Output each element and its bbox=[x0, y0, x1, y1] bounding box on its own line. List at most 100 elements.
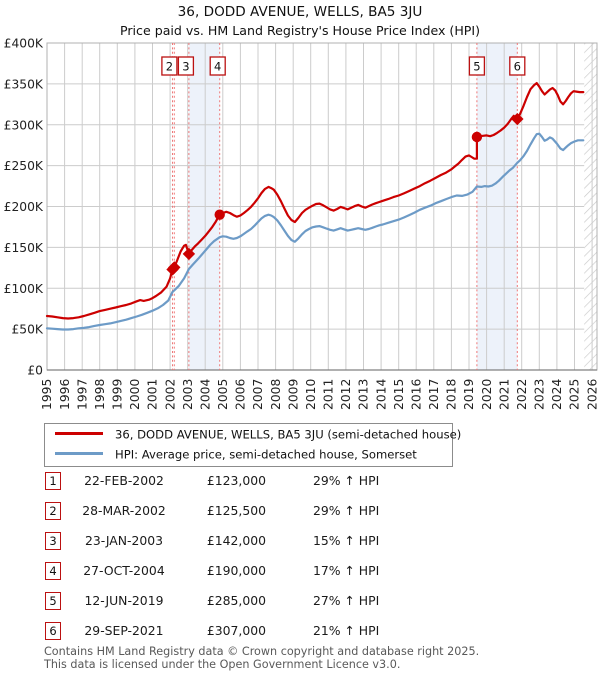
transaction-price: £123,000 bbox=[206, 473, 266, 488]
x-axis-tick-label: 2017 bbox=[427, 379, 441, 410]
sale-number-box bbox=[177, 56, 195, 76]
x-axis-tick-label: 2013 bbox=[357, 379, 371, 410]
x-axis-tick-label: 2019 bbox=[462, 379, 476, 410]
y-axis-tick-label: £150K bbox=[4, 241, 44, 255]
transaction-date: 22-FEB-2002 bbox=[84, 473, 164, 488]
x-axis-tick-label: 2000 bbox=[128, 379, 142, 410]
x-axis-tick-label: 2024 bbox=[550, 379, 564, 410]
transaction-row: 2 28-MAR-2002 £125,500 29% ↑ HPI bbox=[0, 502, 600, 522]
x-axis-tick-label: 2002 bbox=[163, 379, 177, 410]
x-axis-tick-label: 1999 bbox=[111, 379, 125, 410]
x-axis-tick-label: 2003 bbox=[181, 379, 195, 410]
transaction-row: 3 23-JAN-2003 £142,000 15% ↑ HPI bbox=[0, 532, 600, 552]
x-axis-tick-label: 2015 bbox=[392, 379, 406, 410]
transaction-hpi-change: 21% ↑ HPI bbox=[313, 623, 380, 638]
hpi-series-line bbox=[45, 132, 585, 331]
sale-marker-diamond bbox=[182, 247, 196, 261]
x-axis-tick-label: 2006 bbox=[234, 379, 248, 410]
y-axis-tick-label: £200K bbox=[4, 200, 44, 214]
transaction-price: £125,500 bbox=[206, 503, 266, 518]
y-axis-tick-label: £0 bbox=[27, 364, 43, 378]
hpi-line-swatch bbox=[55, 452, 103, 455]
transaction-number-badge: 5 bbox=[45, 592, 61, 610]
y-axis-tick-label: £50K bbox=[11, 323, 43, 337]
x-axis-tick-label: 2005 bbox=[216, 379, 230, 410]
sale-number-box bbox=[209, 56, 226, 76]
x-axis-tick-label: 2021 bbox=[497, 379, 511, 410]
transaction-number-badge: 6 bbox=[45, 622, 61, 640]
x-axis-tick-label: 1997 bbox=[75, 379, 89, 410]
x-axis-tick-label: 2023 bbox=[533, 379, 547, 410]
property-line-swatch bbox=[55, 432, 103, 435]
transaction-date: 28-MAR-2002 bbox=[82, 503, 166, 518]
legend-entry-hpi: HPI: Average price, semi-detached house,… bbox=[45, 444, 452, 464]
x-axis-tick-label: 2004 bbox=[198, 379, 212, 410]
x-axis-tick-label: 2020 bbox=[480, 379, 494, 410]
legend-entry-property: 36, DODD AVENUE, WELLS, BA5 3JU (semi-de… bbox=[45, 424, 461, 444]
future-hatch-region bbox=[584, 43, 597, 370]
transaction-price: £285,000 bbox=[206, 593, 266, 608]
page-subtitle: Price paid vs. HM Land Registry's House … bbox=[119, 23, 481, 38]
x-axis-tick-label: 2025 bbox=[568, 379, 582, 410]
sale-number-label: 5 bbox=[473, 60, 480, 74]
x-axis-tick-label: 1995 bbox=[40, 379, 54, 410]
sale-marker-diamond bbox=[168, 261, 181, 274]
y-axis-tick-label: £100K bbox=[4, 282, 44, 296]
transaction-date: 12-JUN-2019 bbox=[84, 593, 164, 608]
footer-copyright: Contains HM Land Registry data © Crown c… bbox=[44, 645, 480, 658]
transaction-hpi-change: 29% ↑ HPI bbox=[313, 473, 380, 488]
sale-number-label: 6 bbox=[514, 60, 521, 74]
sale-marker-circle bbox=[471, 131, 483, 143]
sale-number-label: 4 bbox=[214, 60, 221, 74]
transaction-number-badge: 4 bbox=[45, 562, 61, 580]
sale-number-box bbox=[468, 56, 486, 76]
sale-number-box bbox=[161, 56, 178, 76]
y-axis-tick-label: £300K bbox=[4, 118, 44, 132]
sale-number-label: 3 bbox=[182, 60, 189, 74]
page-title: 36, DODD AVENUE, WELLS, BA5 3JU bbox=[177, 4, 423, 20]
chart-legend: 36, DODD AVENUE, WELLS, BA5 3JU (semi-de… bbox=[44, 423, 461, 467]
x-axis-tick-label: 2018 bbox=[445, 379, 459, 410]
x-axis-tick-label: 1998 bbox=[93, 379, 107, 410]
transaction-date: 27-OCT-2004 bbox=[83, 563, 165, 578]
transaction-hpi-change: 15% ↑ HPI bbox=[313, 533, 380, 548]
y-axis-tick-label: £400K bbox=[4, 37, 44, 51]
transaction-date: 23-JAN-2003 bbox=[84, 533, 164, 548]
transaction-row: 1 22-FEB-2002 £123,000 29% ↑ HPI bbox=[0, 472, 600, 492]
transaction-price: £307,000 bbox=[206, 623, 266, 638]
transaction-price: £190,000 bbox=[206, 563, 266, 578]
transaction-hpi-change: 29% ↑ HPI bbox=[313, 503, 380, 518]
transaction-row: 6 29-SEP-2021 £307,000 21% ↑ HPI bbox=[0, 622, 600, 642]
transaction-hpi-change: 17% ↑ HPI bbox=[313, 563, 380, 578]
transaction-number-badge: 1 bbox=[45, 472, 61, 490]
x-axis-tick-label: 2022 bbox=[515, 379, 529, 410]
x-axis-tick-label: 2010 bbox=[304, 379, 318, 410]
price-chart: 2 3 4 5 6 £0 £50K £100K £150K £200K £250K £300K £350… bbox=[4, 37, 600, 411]
x-axis-tick-label: 2012 bbox=[339, 379, 353, 410]
legend-label-hpi: HPI: Average price, semi-detached house,… bbox=[115, 447, 417, 462]
x-axis-tick-label: 2009 bbox=[286, 379, 300, 410]
x-axis-tick-label: 2008 bbox=[269, 379, 283, 410]
transaction-date: 29-SEP-2021 bbox=[84, 623, 164, 638]
transaction-price: £142,000 bbox=[206, 533, 266, 548]
sale-number-label: 2 bbox=[166, 60, 173, 74]
footer-licence: This data is licensed under the Open Gov… bbox=[44, 657, 401, 671]
x-axis-tick-label: 2007 bbox=[251, 379, 265, 410]
y-axis-tick-label: £250K bbox=[4, 159, 44, 173]
transaction-row: 5 12-JUN-2019 £285,000 27% ↑ HPI bbox=[0, 592, 600, 612]
legend-label-property: 36, DODD AVENUE, WELLS, BA5 3JU (semi-de… bbox=[115, 427, 462, 442]
x-axis-tick-label: 2026 bbox=[585, 379, 599, 410]
x-axis-tick-label: 2014 bbox=[374, 379, 388, 410]
sale-marker-circle bbox=[214, 209, 225, 220]
sale-number-box bbox=[509, 56, 526, 76]
transaction-number-badge: 3 bbox=[45, 532, 61, 550]
x-axis-tick-label: 2016 bbox=[409, 379, 423, 410]
x-axis-tick-label: 2001 bbox=[146, 379, 160, 410]
y-axis-tick-label: £350K bbox=[4, 77, 44, 91]
transaction-hpi-change: 27% ↑ HPI bbox=[313, 593, 380, 608]
x-axis-tick-label: 2011 bbox=[322, 379, 336, 410]
transaction-number-badge: 2 bbox=[45, 502, 61, 520]
transaction-row: 4 27-OCT-2004 £190,000 17% ↑ HPI bbox=[0, 562, 600, 582]
sale-marker-diamond bbox=[511, 112, 524, 126]
